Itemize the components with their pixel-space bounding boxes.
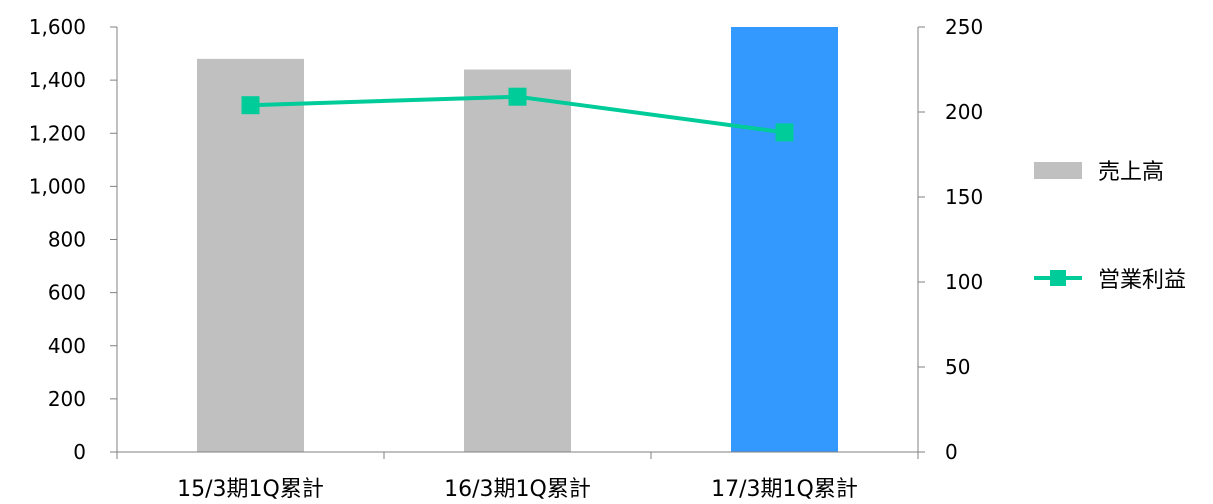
right-tick-label-3: 150 (945, 185, 983, 209)
left-tick-label-2: 400 (48, 334, 86, 358)
x-tick-label-2: 16/3期1Q累計 (444, 477, 591, 502)
legend: 売上高 営業利益 (1034, 0, 1209, 504)
bar-sales-3 (731, 27, 838, 452)
legend-item-sales: 売上高 (1034, 154, 1164, 186)
right-tick-label-0: 0 (945, 440, 958, 464)
left-tick-label-1: 200 (48, 387, 86, 411)
right-tick-label-4: 200 (945, 100, 983, 124)
marker-operating-profit-2 (508, 87, 527, 106)
right-tick-label-1: 50 (945, 355, 970, 379)
legend-swatch-operating-profit (1034, 268, 1082, 288)
marker-operating-profit-3 (775, 123, 794, 142)
left-tick-label-6: 1,200 (29, 121, 86, 145)
legend-label-operating-profit: 営業利益 (1098, 268, 1187, 293)
right-tick-label-2: 100 (945, 270, 983, 294)
marker-operating-profit-1 (241, 96, 260, 115)
left-tick-label-5: 1,000 (29, 174, 86, 198)
legend-label-sales: 売上高 (1098, 160, 1165, 185)
combo-chart: 0 200 400 600 800 1,000 1,200 1,400 1,600 0 50 100 1… (29, 15, 983, 502)
left-tick-label-0: 0 (73, 440, 86, 464)
left-tick-label-7: 1,400 (29, 68, 86, 92)
legend-item-operating-profit: 営業利益 (1034, 262, 1186, 294)
right-tick-label-5: 250 (945, 15, 983, 39)
legend-swatch-sales (1034, 161, 1082, 179)
left-tick-label-4: 800 (48, 228, 86, 252)
left-tick-label-8: 1,600 (29, 15, 86, 39)
bar-sales-1 (197, 58, 304, 452)
left-tick-label-3: 600 (48, 281, 86, 305)
x-tick-label-1: 15/3期1Q累計 (177, 477, 324, 502)
bar-sales-2 (464, 69, 571, 452)
x-tick-label-3: 17/3期1Q累計 (711, 477, 858, 502)
